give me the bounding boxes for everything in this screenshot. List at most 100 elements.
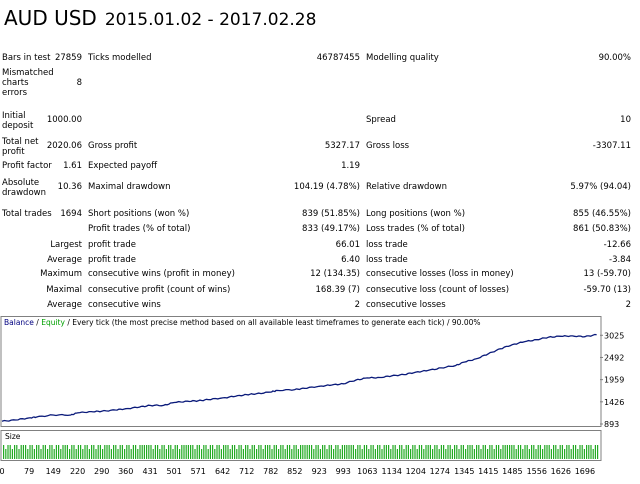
profit-trades-value: 833 (49.17%) <box>302 224 360 234</box>
absolute-drawdown-value: 10.36 <box>57 182 82 192</box>
largest-profit-value: 66.01 <box>335 240 360 250</box>
size-bar <box>49 445 51 459</box>
size-bar <box>487 449 489 459</box>
y-tick-label: 2492 <box>604 353 624 362</box>
size-bar <box>33 449 35 459</box>
size-bar <box>293 445 295 459</box>
size-bar <box>251 445 253 459</box>
size-bar <box>108 445 110 459</box>
size-bar <box>388 445 390 459</box>
x-tick-label: 1556 <box>527 467 547 476</box>
size-bar <box>597 445 599 459</box>
size-bar <box>335 445 337 459</box>
balance-chart: Balance / Equity / Every tick (the most … <box>0 316 624 476</box>
size-bar <box>181 445 183 459</box>
size-bar <box>18 449 20 459</box>
bars-in-test-label: Bars in test <box>2 53 51 63</box>
size-bar <box>198 445 200 459</box>
size-bar <box>53 449 55 459</box>
x-tick-label: 1696 <box>575 467 595 476</box>
size-bar <box>258 445 260 459</box>
size-bar <box>88 449 90 459</box>
size-bar <box>284 449 286 459</box>
size-bar <box>192 445 194 459</box>
size-bar <box>548 445 550 459</box>
size-bar <box>207 449 209 459</box>
size-bar <box>102 449 104 459</box>
size-bar <box>434 445 436 459</box>
size-bar <box>381 449 383 459</box>
size-bar <box>214 449 216 459</box>
size-bar <box>467 445 469 459</box>
size-bar <box>511 445 513 459</box>
size-bar <box>454 445 456 459</box>
size-bar <box>575 445 577 459</box>
x-tick-label: 1345 <box>454 467 474 476</box>
size-bar <box>223 445 225 459</box>
size-bar <box>16 445 18 459</box>
maximal-loss-value: -59.70 (13) <box>583 285 631 295</box>
size-bar <box>110 449 112 459</box>
size-bar <box>205 445 207 459</box>
size-bar <box>47 449 49 459</box>
size-bar <box>161 445 163 459</box>
size-bar <box>526 445 528 459</box>
size-bar <box>403 449 405 459</box>
size-bar <box>126 445 128 459</box>
size-bar <box>339 449 341 459</box>
size-bar <box>117 449 119 459</box>
report-title: AUD USD 2015.01.02 - 2017.02.28 <box>4 6 316 30</box>
size-bar <box>302 445 304 459</box>
size-bar <box>515 449 517 459</box>
size-bar <box>509 445 511 459</box>
maximum-losses-label: consecutive losses (loss in money) <box>366 269 514 279</box>
size-bar <box>399 445 401 459</box>
mismatched-label: Mismatched charts errors <box>2 68 54 98</box>
size-bar <box>3 445 5 459</box>
size-bar <box>128 445 130 459</box>
maximal-drawdown-label: Maximal drawdown <box>88 182 171 192</box>
size-bar <box>231 445 233 459</box>
size-bar <box>513 445 515 459</box>
size-bar <box>40 449 42 459</box>
size-bar <box>324 445 326 459</box>
total-net-profit-label: Total net profit <box>2 137 39 157</box>
size-bar <box>352 445 354 459</box>
size-bar <box>304 445 306 459</box>
size-bar <box>25 445 27 459</box>
size-bar <box>377 445 379 459</box>
average-consec-wins-value: 2 <box>354 300 360 310</box>
average-consec-label: Average <box>47 300 82 310</box>
x-tick-label: 1415 <box>478 467 498 476</box>
size-bar <box>564 449 566 459</box>
x-tick-label: 501 <box>167 467 182 476</box>
x-tick-label: 1485 <box>502 467 522 476</box>
size-bar <box>458 449 460 459</box>
size-bar <box>121 445 123 459</box>
size-bar <box>273 445 275 459</box>
size-bar <box>84 445 86 459</box>
size-bar <box>559 445 561 459</box>
size-bar <box>165 449 167 459</box>
symbol: AUD USD <box>4 6 97 30</box>
size-bar <box>522 449 524 459</box>
size-bar <box>278 449 280 459</box>
size-bar <box>315 445 317 459</box>
size-bar <box>60 449 62 459</box>
total-net-profit-value: 2020.06 <box>46 141 82 151</box>
size-bar <box>176 445 178 459</box>
size-bar <box>174 445 176 459</box>
size-bar <box>229 449 231 459</box>
size-bar <box>194 449 196 459</box>
expected-payoff-value: 1.19 <box>341 161 360 171</box>
size-bar <box>572 445 574 459</box>
size-bar <box>297 449 299 459</box>
size-bar <box>432 449 434 459</box>
size-bar <box>271 449 273 459</box>
size-bar <box>75 449 77 459</box>
size-bar <box>396 449 398 459</box>
size-bar <box>220 449 222 459</box>
size-bar <box>581 445 583 459</box>
size-bar <box>14 445 16 459</box>
size-bar <box>550 449 552 459</box>
